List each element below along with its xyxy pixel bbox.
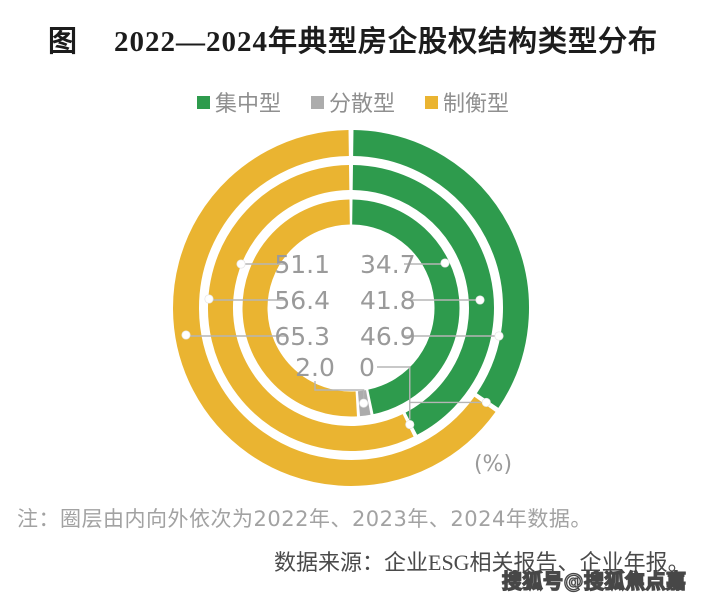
legend-item-balanced: 制衡型 xyxy=(425,86,509,118)
callout-line xyxy=(314,381,365,399)
chart-legend: 集中型 分散型 制衡型 xyxy=(0,86,706,118)
callout-dot xyxy=(181,330,191,340)
legend-label: 分散型 xyxy=(328,92,395,117)
legend-item-dispersed: 分散型 xyxy=(310,86,395,118)
value-label: 2.0 xyxy=(295,353,335,382)
ring-segment-2023年-集中型 xyxy=(352,165,494,435)
data-source: 数据来源：企业ESG相关报告、企业年报。 xyxy=(274,550,690,575)
legend-item-concentrated: 集中型 xyxy=(196,86,281,118)
legend-swatch-green-icon xyxy=(196,95,210,109)
callout-dot xyxy=(440,258,450,268)
value-label: 41.8 xyxy=(360,286,416,315)
value-label: 34.7 xyxy=(360,250,416,279)
chart-note: 注：圈层由内向外依次为2022年、2023年、2024年数据。 xyxy=(17,507,592,531)
value-label: 51.1 xyxy=(274,250,330,279)
gray-slice-dot xyxy=(359,398,369,408)
callout-dot xyxy=(494,331,504,341)
legend-swatch-yellow-icon xyxy=(425,95,438,109)
callout-dot xyxy=(204,294,214,304)
figure-title-row: 图 2022—2024年典型房企股权结构类型分布 xyxy=(0,18,706,60)
outer-boundary-dot xyxy=(481,397,491,408)
legend-label: 集中型 xyxy=(214,92,281,117)
callout-dot xyxy=(236,259,246,269)
unit-label: (%) xyxy=(473,452,513,477)
value-label: 65.3 xyxy=(274,322,330,351)
value-label: 46.9 xyxy=(360,322,416,351)
legend-swatch-gray-icon xyxy=(310,95,324,109)
ring-segment-2022年-制衡型 xyxy=(242,199,357,417)
ring-segment-2022年-集中型 xyxy=(351,199,460,415)
legend-label: 制衡型 xyxy=(443,92,510,117)
ring-segment-2024年-集中型 xyxy=(353,130,529,408)
ring-segment-2024年-制衡型 xyxy=(173,130,496,486)
value-label: 0 xyxy=(359,353,375,382)
figure-label: 图 xyxy=(47,26,78,58)
watermark: 搜狐号@搜狐焦点嘉峪关站 xyxy=(501,568,687,598)
ring-segment-2023年-制衡型 xyxy=(208,165,414,451)
value-label: 56.4 xyxy=(274,286,330,315)
callout-dot xyxy=(475,295,485,305)
page-title: 2022—2024年典型房企股权结构类型分布 xyxy=(114,26,659,58)
middle-boundary-dot xyxy=(405,419,415,430)
